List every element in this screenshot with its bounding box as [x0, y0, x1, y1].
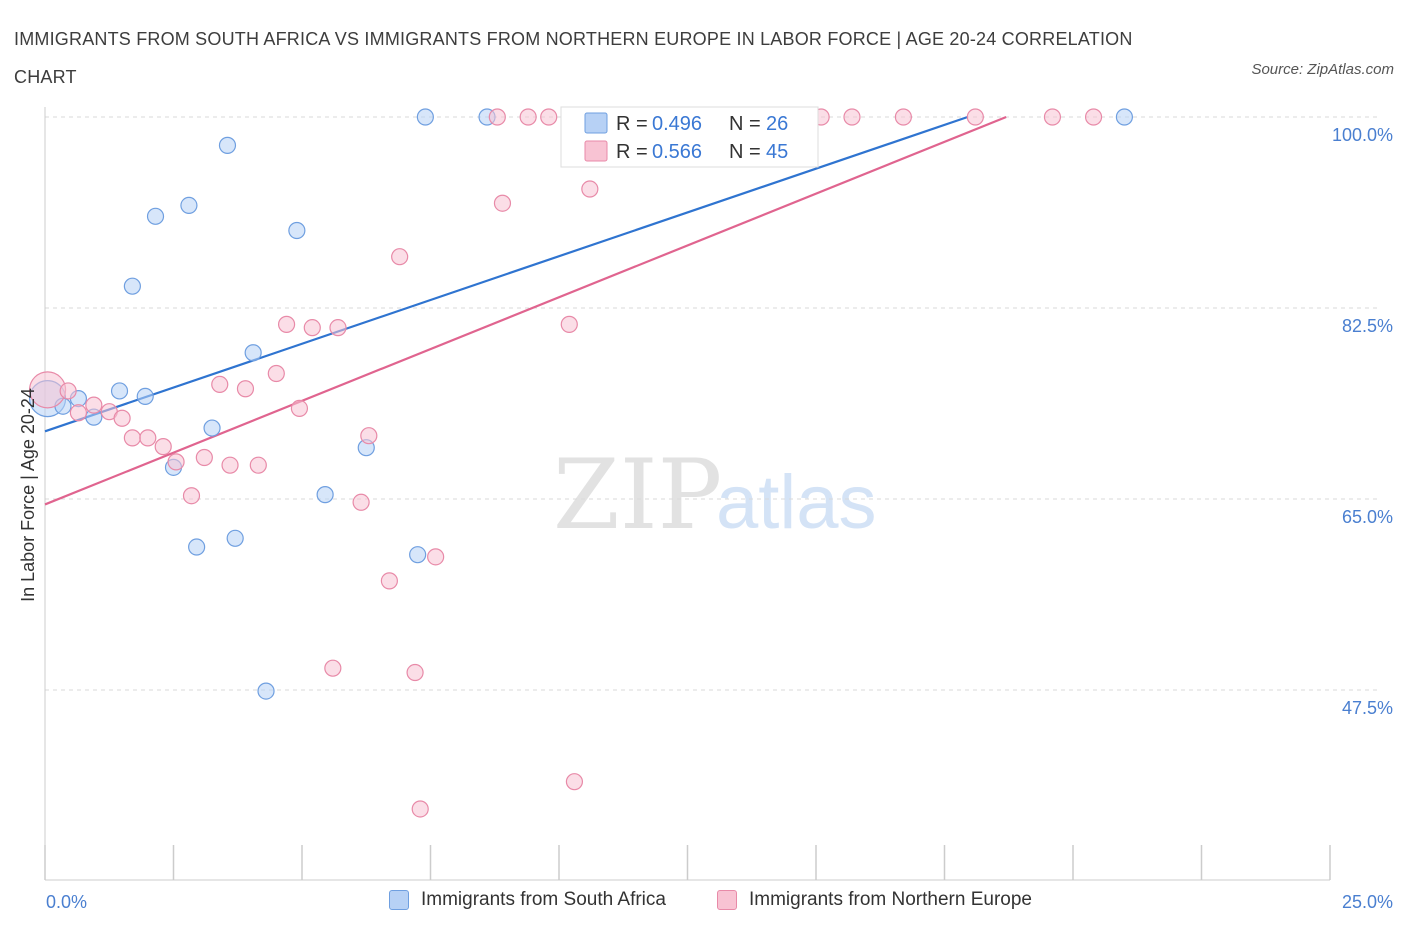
point-south-africa-19 [409, 546, 427, 564]
point-northern-europe-18 [290, 399, 309, 418]
legend-label-south-africa: Immigrants from South Africa [421, 889, 666, 910]
point-northern-europe-5 [113, 409, 131, 427]
point-south-africa-25 [1115, 108, 1134, 126]
point-south-africa-9 [218, 136, 237, 154]
stats-r-label-1: R = [616, 113, 648, 135]
point-northern-europe-39 [1043, 108, 1062, 126]
y-tick-label-3: 47.5% [1342, 698, 1393, 718]
point-northern-europe-24 [380, 572, 398, 590]
stats-n-label-1: N = [729, 113, 761, 135]
point-northern-europe-25 [391, 248, 409, 266]
stats-legend-pink-swatch [584, 140, 608, 162]
point-northern-europe-8 [154, 438, 172, 456]
point-northern-europe-31 [540, 108, 558, 126]
point-northern-europe-20 [329, 319, 347, 337]
stats-n-value-1: 26 [766, 113, 788, 135]
point-northern-europe-40 [1084, 108, 1103, 126]
legend-swatch-pink [717, 890, 737, 910]
stats-n-value-2: 45 [766, 141, 788, 163]
trend-lines [44, 115, 1007, 506]
stats-r-value-1: 0.496 [652, 113, 702, 135]
point-south-africa-14 [226, 529, 244, 547]
point-northern-europe-23 [360, 427, 378, 445]
point-south-africa-8 [180, 196, 198, 215]
legend-label-northern-europe: Immigrants from Northern Europe [749, 889, 1032, 910]
point-northern-europe-3 [85, 396, 103, 414]
y-tick-label-2: 65.0% [1342, 507, 1393, 527]
legend-swatch-blue [389, 890, 409, 910]
point-northern-europe-14 [236, 380, 255, 398]
point-south-africa-7 [146, 207, 165, 225]
source-credit: Source: ZipAtlas.com [1251, 61, 1394, 78]
y-tick-label-0: 100.0% [1332, 125, 1393, 145]
point-northern-europe-29 [493, 194, 512, 212]
point-south-africa-15 [257, 682, 275, 700]
point-northern-europe-2 [69, 404, 88, 422]
point-northern-europe-10 [182, 487, 201, 505]
point-northern-europe-38 [894, 108, 912, 126]
point-northern-europe-16 [267, 364, 285, 383]
x-tick-label-0: 0.0% [46, 892, 87, 912]
chart-title: IMMIGRANTS FROM SOUTH AFRICA VS IMMIGRAN… [14, 29, 1133, 87]
point-northern-europe-21 [324, 659, 342, 677]
trend-line-northern-europe [44, 115, 1007, 506]
point-northern-europe-22 [352, 493, 370, 511]
point-northern-europe-11 [195, 448, 213, 467]
point-south-africa-13 [188, 538, 206, 556]
point-northern-europe-34 [581, 180, 599, 198]
point-south-africa-4 [110, 382, 129, 400]
y-tick-label-1: 82.5% [1342, 316, 1393, 336]
trend-line-south-africa [44, 115, 968, 433]
point-northern-europe-12 [211, 375, 229, 393]
point-northern-europe-13 [221, 456, 239, 474]
watermark: ZIP atlas [553, 439, 877, 551]
y-axis-label: In Labor Force | Age 20-24 [18, 388, 38, 602]
point-south-africa-17 [316, 486, 334, 504]
legend-item-south-africa: Immigrants from South Africa [389, 889, 666, 911]
point-northern-europe-27 [411, 800, 429, 818]
point-northern-europe-30 [519, 108, 537, 126]
point-northern-europe-26 [406, 663, 424, 682]
stats-n-label-2: N = [729, 141, 761, 163]
point-south-africa-5 [136, 387, 154, 406]
point-northern-europe-41 [843, 108, 861, 126]
point-northern-europe-6 [123, 429, 141, 447]
point-northern-europe-32 [560, 315, 578, 333]
point-northern-europe-15 [249, 456, 267, 474]
legend-item-northern-europe: Immigrants from Northern Europe [717, 889, 1032, 911]
point-northern-europe-44 [966, 108, 984, 126]
point-northern-europe-1 [59, 382, 77, 400]
point-northern-europe-17 [277, 315, 296, 333]
x-tick-label-1: 25.0% [1342, 892, 1393, 912]
point-south-africa-6 [123, 277, 141, 295]
axes [44, 107, 1331, 881]
data-points [28, 108, 1134, 818]
series-legend: Immigrants from South Africa Immigrants … [0, 889, 1406, 915]
watermark-atlas: atlas [716, 460, 877, 545]
point-northern-europe-28 [427, 548, 445, 566]
stats-legend-blue-swatch [584, 112, 608, 134]
stats-legend: R = 0.496 N = 26 R = 0.566 N = 45 [560, 106, 819, 168]
tick-labels: 100.0% 82.5% 65.0% 47.5% 0.0% 25.0% [46, 125, 1393, 912]
point-northern-europe-9 [167, 453, 185, 471]
stats-r-value-2: 0.566 [652, 141, 702, 163]
stats-r-label-2: R = [616, 141, 648, 163]
point-northern-europe-33 [565, 773, 584, 791]
point-south-africa-16 [288, 221, 306, 240]
point-south-africa-10 [244, 344, 262, 362]
point-northern-europe-42 [488, 108, 506, 126]
point-south-africa-20 [416, 108, 434, 126]
point-south-africa-11 [203, 419, 221, 437]
point-northern-europe-7 [139, 429, 157, 447]
point-northern-europe-19 [303, 319, 321, 337]
watermark-zip: ZIP [553, 439, 722, 551]
